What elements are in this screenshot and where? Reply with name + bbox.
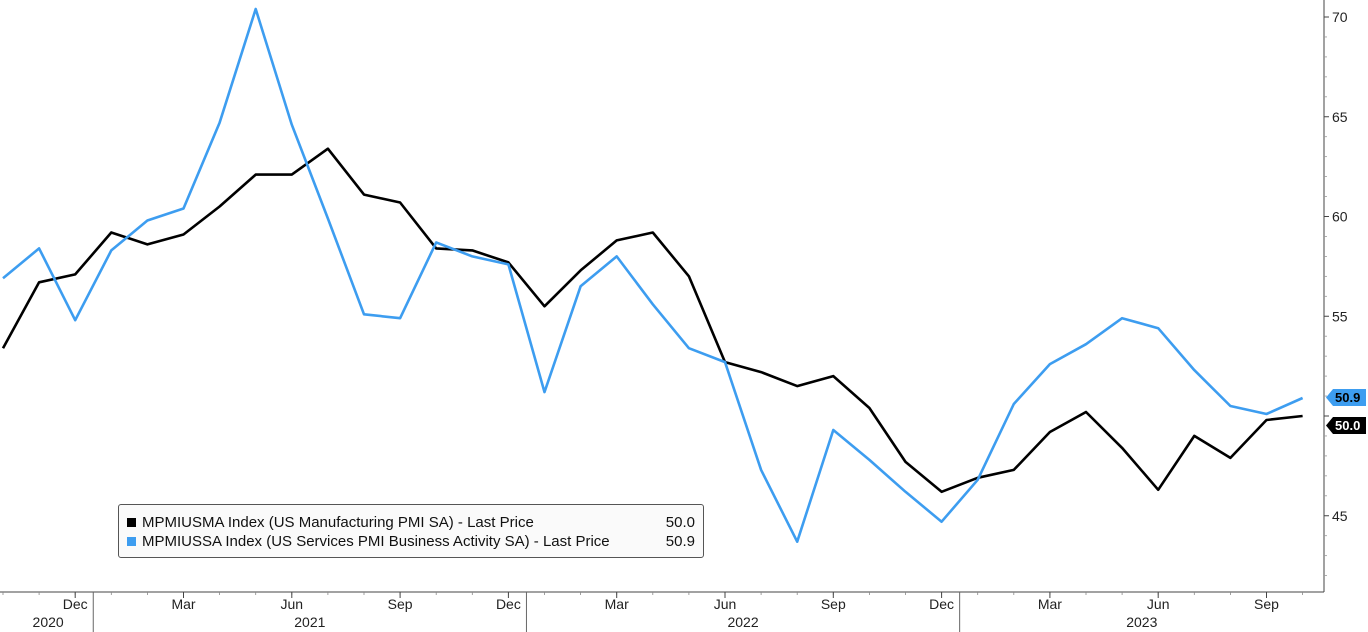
last-value-tag-manufacturing: 50.0: [1326, 417, 1366, 434]
last-value-tags: 50.9 50.0: [1326, 389, 1366, 434]
y-tick-label-65: 65: [1332, 109, 1348, 125]
series-line-services: [2, 7, 1304, 544]
y-tick-label-45: 45: [1332, 508, 1348, 524]
legend-label-manufacturing: MPMIUSMA Index (US Manufacturing PMI SA)…: [142, 514, 534, 531]
plot-area: [1, 7, 1304, 544]
last-value-tag-text-services: 50.9: [1335, 390, 1360, 405]
x-tick-label-sep: Sep: [1254, 596, 1279, 612]
x-tick-label-sep: Sep: [388, 596, 413, 612]
x-tick-label-dec: Dec: [496, 596, 521, 612]
series-line-manufacturing: [1, 147, 1303, 494]
x-tick-label-sep: Sep: [821, 596, 846, 612]
legend-label-services: MPMIUSSA Index (US Services PMI Business…: [142, 533, 610, 550]
y-tick-label-60: 60: [1332, 209, 1348, 225]
year-label-2021: 2021: [294, 614, 325, 630]
x-tick-label-dec: Dec: [63, 596, 88, 612]
x-tick-label-mar: Mar: [605, 596, 629, 612]
last-value-tag-text-manufacturing: 50.0: [1335, 418, 1360, 433]
y-tick-label-70: 70: [1332, 9, 1348, 25]
legend-value-services: 50.9: [665, 533, 695, 550]
x-tick-label-jun: Jun: [281, 596, 304, 612]
last-value-tag-services: 50.9: [1326, 389, 1366, 407]
legend-item-manufacturing: MPMIUSMA Index (US Manufacturing PMI SA)…: [127, 513, 695, 532]
legend-item-services: MPMIUSSA Index (US Services PMI Business…: [127, 532, 695, 551]
x-tick-label-jun: Jun: [1147, 596, 1170, 612]
x-tick-label-mar: Mar: [171, 596, 195, 612]
year-label-2020: 2020: [33, 614, 64, 630]
year-label-2022: 2022: [727, 614, 758, 630]
legend-swatch-services: [127, 537, 136, 546]
x-tick-label-mar: Mar: [1038, 596, 1062, 612]
chart-legend: MPMIUSMA Index (US Manufacturing PMI SA)…: [118, 504, 704, 558]
legend-value-manufacturing: 50.0: [665, 514, 695, 531]
x-tick-label-jun: Jun: [714, 596, 737, 612]
y-tick-label-55: 55: [1332, 308, 1348, 324]
year-label-2023: 2023: [1126, 614, 1157, 630]
last-value-tag-shape-manufacturing: [1326, 417, 1366, 434]
x-axis: Dec Mar Jun Sep Dec Mar Jun Sep Dec Mar Jun Sep 2020…: [0, 591, 1324, 632]
legend-swatch-manufacturing: [127, 518, 136, 527]
x-tick-label-dec: Dec: [929, 596, 954, 612]
y-axis: 45 55 60 65 70: [1323, 0, 1348, 592]
last-value-tag-shape-services: [1326, 389, 1366, 407]
